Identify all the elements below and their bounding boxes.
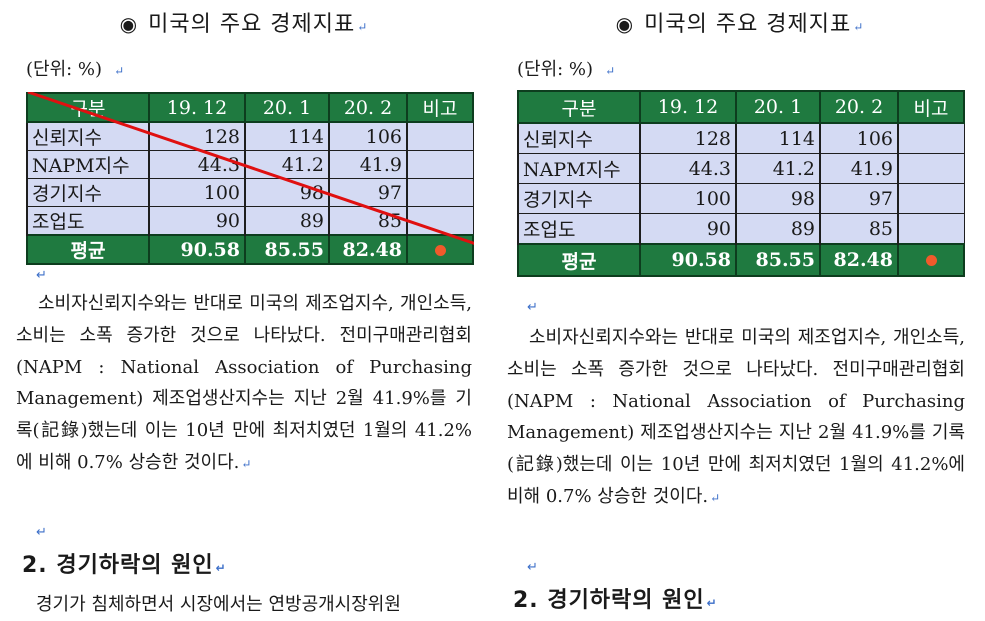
note-cell	[897, 243, 965, 277]
row-label: 경기지수	[26, 178, 150, 207]
cell-note	[406, 178, 474, 207]
header-jan-20: 20. 1	[244, 92, 330, 123]
row-label: 조업도	[26, 206, 150, 236]
cell-note	[897, 183, 965, 214]
cell-note	[897, 122, 965, 154]
cell-value: 89	[244, 206, 330, 236]
paragraph-mark-icon: ↵	[853, 20, 865, 34]
table-header-row: 구분 19. 12 20. 1 20. 2 비고	[26, 92, 474, 123]
average-label: 평균	[26, 234, 150, 265]
average-value: 90.58	[148, 234, 246, 265]
table-row: 조업도 90 89 85	[26, 206, 474, 236]
right-document-panel: ◉ 미국의 주요 경제지표 ↵ (단위: %) ↵ 구분 19. 12 20. 1 2…	[505, 0, 975, 621]
average-row: 평균 90.58 85.55 82.48	[517, 243, 965, 277]
table-row: 조업도 90 89 85	[517, 213, 965, 245]
empty-paragraph-mark: ↵	[527, 300, 538, 315]
cell-value: 90	[639, 213, 737, 245]
orange-dot-icon	[434, 244, 446, 256]
header-note: 비고	[406, 92, 474, 123]
cell-value: 44.3	[639, 153, 737, 184]
empty-paragraph-mark: ↵	[36, 525, 47, 540]
header-note: 비고	[897, 90, 965, 124]
cell-value: 100	[639, 183, 737, 214]
note-cell	[406, 234, 474, 265]
body-paragraph: 소비자신뢰지수와는 반대로 미국의 제조업지수, 개인소득, 소비는 소폭 증가…	[16, 293, 472, 473]
average-row: 평균 90.58 85.55 82.48	[26, 234, 474, 265]
empty-paragraph-mark: ↵	[36, 268, 47, 283]
indicator-table: 구분 19. 12 20. 1 20. 2 비고 신뢰지수 128 114 10…	[26, 92, 474, 265]
cell-value: 128	[639, 122, 737, 154]
unit-label: (단위: %) ↵	[517, 59, 616, 80]
table-row: 경기지수 100 98 97	[26, 178, 474, 207]
cell-value: 128	[148, 121, 246, 151]
empty-paragraph-mark: ↵	[527, 560, 538, 575]
title-bullet-icon: ◉	[615, 12, 635, 36]
section-heading: 2. 경기하락의 원인 ↵	[513, 588, 718, 613]
cell-value: 85	[328, 206, 408, 236]
table-row: 신뢰지수 128 114 106	[26, 121, 474, 151]
header-category: 구분	[26, 92, 150, 123]
row-label: NAPM지수	[517, 153, 641, 184]
cell-note	[897, 213, 965, 245]
table-row: NAPM지수 44.3 41.2 41.9	[517, 153, 965, 184]
cell-value: 100	[148, 178, 246, 207]
section-heading: 2. 경기하락의 원인 ↵	[22, 553, 227, 578]
table-row: NAPM지수 44.3 41.2 41.9	[26, 150, 474, 179]
cell-value: 41.9	[819, 153, 899, 184]
average-value: 85.55	[244, 234, 330, 265]
cell-note	[897, 153, 965, 184]
cell-value: 41.2	[735, 153, 821, 184]
body-paragraph: 소비자신뢰지수와는 반대로 미국의 제조업지수, 개인소득, 소비는 소폭 증가…	[507, 327, 965, 507]
average-value: 82.48	[819, 243, 899, 277]
orange-dot-icon	[925, 255, 937, 266]
cell-value: 44.3	[148, 150, 246, 179]
paragraph-mark-icon: ↵	[357, 20, 369, 34]
row-label: 신뢰지수	[517, 122, 641, 154]
row-label: 경기지수	[517, 183, 641, 214]
next-paragraph-start: 경기가 침체하면서 시장에서는 연방공개시장위원	[36, 594, 401, 615]
cell-value: 41.9	[328, 150, 408, 179]
row-label: NAPM지수	[26, 150, 150, 179]
header-dec-19: 19. 12	[148, 92, 246, 123]
header-jan-20: 20. 1	[735, 90, 821, 124]
cell-value: 98	[735, 183, 821, 214]
header-dec-19: 19. 12	[639, 90, 737, 124]
table-row: 경기지수 100 98 97	[517, 183, 965, 214]
average-label: 평균	[517, 243, 641, 277]
cell-value: 98	[244, 178, 330, 207]
header-category: 구분	[517, 90, 641, 124]
cell-value: 97	[328, 178, 408, 207]
title-bullet-icon: ◉	[119, 12, 139, 36]
cell-value: 106	[819, 122, 899, 154]
cell-note	[406, 206, 474, 236]
cell-value: 114	[735, 122, 821, 154]
document-title: ◉ 미국의 주요 경제지표 ↵	[119, 12, 369, 37]
table-header-row: 구분 19. 12 20. 1 20. 2 비고	[517, 90, 965, 124]
header-feb-20: 20. 2	[328, 92, 408, 123]
cell-value: 41.2	[244, 150, 330, 179]
left-document-panel: ◉ 미국의 주요 경제지표 ↵ (단위: %) ↵ 구분 19. 12 20. 1 2…	[14, 0, 474, 621]
table-row: 신뢰지수 128 114 106	[517, 122, 965, 154]
indicator-table: 구분 19. 12 20. 1 20. 2 비고 신뢰지수 128 114 10…	[517, 90, 965, 277]
row-label: 신뢰지수	[26, 121, 150, 151]
cell-value: 97	[819, 183, 899, 214]
average-value: 82.48	[328, 234, 408, 265]
cell-value: 106	[328, 121, 408, 151]
cell-note	[406, 150, 474, 179]
cell-value: 114	[244, 121, 330, 151]
cell-value: 89	[735, 213, 821, 245]
unit-label: (단위: %) ↵	[26, 59, 125, 80]
row-label: 조업도	[517, 213, 641, 245]
average-value: 85.55	[735, 243, 821, 277]
cell-value: 90	[148, 206, 246, 236]
average-value: 90.58	[639, 243, 737, 277]
cell-note	[406, 121, 474, 151]
header-feb-20: 20. 2	[819, 90, 899, 124]
cell-value: 85	[819, 213, 899, 245]
document-title: ◉ 미국의 주요 경제지표 ↵	[615, 12, 865, 37]
